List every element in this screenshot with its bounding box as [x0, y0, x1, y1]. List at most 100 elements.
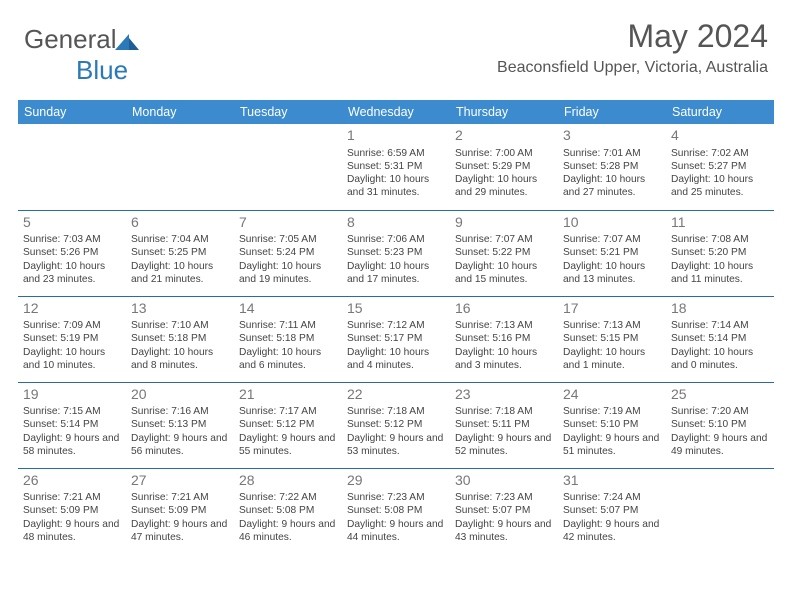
day-info: Sunrise: 7:15 AMSunset: 5:14 PMDaylight:…	[23, 405, 121, 457]
day-number: 20	[131, 386, 229, 404]
day-info: Sunrise: 7:23 AMSunset: 5:08 PMDaylight:…	[347, 491, 445, 543]
day-number: 12	[23, 300, 121, 318]
day-number: 6	[131, 214, 229, 232]
day-info: Sunrise: 7:18 AMSunset: 5:11 PMDaylight:…	[455, 405, 553, 457]
day-number: 1	[347, 127, 445, 145]
day-number: 23	[455, 386, 553, 404]
month-year: May 2024	[497, 18, 768, 55]
day-info: Sunrise: 7:14 AMSunset: 5:14 PMDaylight:…	[671, 319, 769, 371]
day-number: 13	[131, 300, 229, 318]
day-number: 29	[347, 472, 445, 490]
day-number: 31	[563, 472, 661, 490]
calendar-cell: 22Sunrise: 7:18 AMSunset: 5:12 PMDayligh…	[342, 382, 450, 468]
day-number: 4	[671, 127, 769, 145]
day-info: Sunrise: 7:12 AMSunset: 5:17 PMDaylight:…	[347, 319, 445, 371]
day-number: 3	[563, 127, 661, 145]
calendar-cell: 15Sunrise: 7:12 AMSunset: 5:17 PMDayligh…	[342, 296, 450, 382]
weekday-header: Saturday	[666, 100, 774, 124]
calendar-cell	[126, 124, 234, 210]
day-number: 27	[131, 472, 229, 490]
location: Beaconsfield Upper, Victoria, Australia	[497, 59, 768, 77]
calendar-cell: 28Sunrise: 7:22 AMSunset: 5:08 PMDayligh…	[234, 468, 342, 554]
calendar-cell: 24Sunrise: 7:19 AMSunset: 5:10 PMDayligh…	[558, 382, 666, 468]
calendar-row: 12Sunrise: 7:09 AMSunset: 5:19 PMDayligh…	[18, 296, 774, 382]
day-number: 19	[23, 386, 121, 404]
calendar-cell: 30Sunrise: 7:23 AMSunset: 5:07 PMDayligh…	[450, 468, 558, 554]
logo-blue: Blue	[76, 55, 128, 85]
calendar-cell	[18, 124, 126, 210]
calendar-cell: 18Sunrise: 7:14 AMSunset: 5:14 PMDayligh…	[666, 296, 774, 382]
calendar-cell: 9Sunrise: 7:07 AMSunset: 5:22 PMDaylight…	[450, 210, 558, 296]
calendar-cell: 23Sunrise: 7:18 AMSunset: 5:11 PMDayligh…	[450, 382, 558, 468]
weekday-header-row: Sunday Monday Tuesday Wednesday Thursday…	[18, 100, 774, 124]
weekday-header: Sunday	[18, 100, 126, 124]
logo: General Blue	[24, 24, 141, 86]
day-info: Sunrise: 7:21 AMSunset: 5:09 PMDaylight:…	[23, 491, 121, 543]
calendar-cell: 31Sunrise: 7:24 AMSunset: 5:07 PMDayligh…	[558, 468, 666, 554]
day-number: 28	[239, 472, 337, 490]
day-info: Sunrise: 7:00 AMSunset: 5:29 PMDaylight:…	[455, 147, 553, 199]
calendar-cell: 19Sunrise: 7:15 AMSunset: 5:14 PMDayligh…	[18, 382, 126, 468]
day-number: 15	[347, 300, 445, 318]
calendar-cell: 6Sunrise: 7:04 AMSunset: 5:25 PMDaylight…	[126, 210, 234, 296]
day-number: 24	[563, 386, 661, 404]
calendar-row: 1 Sunrise: 6:59 AMSunset: 5:31 PMDaylight…	[18, 124, 774, 210]
day-info: Sunrise: 7:21 AMSunset: 5:09 PMDaylight:…	[131, 491, 229, 543]
calendar-row: 19Sunrise: 7:15 AMSunset: 5:14 PMDayligh…	[18, 382, 774, 468]
calendar-cell	[234, 124, 342, 210]
day-info: Sunrise: 7:11 AMSunset: 5:18 PMDaylight:…	[239, 319, 337, 371]
day-info: Sunrise: 7:20 AMSunset: 5:10 PMDaylight:…	[671, 405, 769, 457]
calendar-cell: 2 Sunrise: 7:00 AMSunset: 5:29 PMDaylight…	[450, 124, 558, 210]
calendar-cell: 25Sunrise: 7:20 AMSunset: 5:10 PMDayligh…	[666, 382, 774, 468]
day-info: Sunrise: 7:01 AMSunset: 5:28 PMDaylight:…	[563, 147, 661, 199]
calendar-cell: 3 Sunrise: 7:01 AMSunset: 5:28 PMDaylight…	[558, 124, 666, 210]
day-number: 10	[563, 214, 661, 232]
calendar-row: 5Sunrise: 7:03 AMSunset: 5:26 PMDaylight…	[18, 210, 774, 296]
weekday-header: Thursday	[450, 100, 558, 124]
day-number: 14	[239, 300, 337, 318]
day-number: 16	[455, 300, 553, 318]
day-number: 21	[239, 386, 337, 404]
logo-general: General	[24, 24, 117, 54]
calendar-table: Sunday Monday Tuesday Wednesday Thursday…	[18, 100, 774, 554]
calendar-cell: 27Sunrise: 7:21 AMSunset: 5:09 PMDayligh…	[126, 468, 234, 554]
weekday-header: Friday	[558, 100, 666, 124]
day-info: Sunrise: 7:06 AMSunset: 5:23 PMDaylight:…	[347, 233, 445, 285]
day-info: Sunrise: 6:59 AMSunset: 5:31 PMDaylight:…	[347, 147, 445, 199]
calendar-cell: 29Sunrise: 7:23 AMSunset: 5:08 PMDayligh…	[342, 468, 450, 554]
day-number: 17	[563, 300, 661, 318]
day-info: Sunrise: 7:23 AMSunset: 5:07 PMDaylight:…	[455, 491, 553, 543]
calendar-cell: 4Sunrise: 7:02 AMSunset: 5:27 PMDaylight…	[666, 124, 774, 210]
day-number: 30	[455, 472, 553, 490]
day-info: Sunrise: 7:13 AMSunset: 5:16 PMDaylight:…	[455, 319, 553, 371]
weekday-header: Tuesday	[234, 100, 342, 124]
day-number: 8	[347, 214, 445, 232]
calendar-cell: 17Sunrise: 7:13 AMSunset: 5:15 PMDayligh…	[558, 296, 666, 382]
calendar-cell: 16Sunrise: 7:13 AMSunset: 5:16 PMDayligh…	[450, 296, 558, 382]
day-info: Sunrise: 7:04 AMSunset: 5:25 PMDaylight:…	[131, 233, 229, 285]
day-info: Sunrise: 7:08 AMSunset: 5:20 PMDaylight:…	[671, 233, 769, 285]
calendar-cell: 8Sunrise: 7:06 AMSunset: 5:23 PMDaylight…	[342, 210, 450, 296]
calendar-cell: 14Sunrise: 7:11 AMSunset: 5:18 PMDayligh…	[234, 296, 342, 382]
day-number: 2	[455, 127, 553, 145]
day-info: Sunrise: 7:24 AMSunset: 5:07 PMDaylight:…	[563, 491, 661, 543]
day-number: 25	[671, 386, 769, 404]
day-info: Sunrise: 7:07 AMSunset: 5:21 PMDaylight:…	[563, 233, 661, 285]
day-info: Sunrise: 7:03 AMSunset: 5:26 PMDaylight:…	[23, 233, 121, 285]
calendar-cell: 13Sunrise: 7:10 AMSunset: 5:18 PMDayligh…	[126, 296, 234, 382]
day-number: 11	[671, 214, 769, 232]
calendar-cell: 10Sunrise: 7:07 AMSunset: 5:21 PMDayligh…	[558, 210, 666, 296]
calendar-cell	[666, 468, 774, 554]
day-info: Sunrise: 7:22 AMSunset: 5:08 PMDaylight:…	[239, 491, 337, 543]
calendar-cell: 20Sunrise: 7:16 AMSunset: 5:13 PMDayligh…	[126, 382, 234, 468]
calendar-cell: 7Sunrise: 7:05 AMSunset: 5:24 PMDaylight…	[234, 210, 342, 296]
day-info: Sunrise: 7:18 AMSunset: 5:12 PMDaylight:…	[347, 405, 445, 457]
weekday-header: Monday	[126, 100, 234, 124]
day-info: Sunrise: 7:17 AMSunset: 5:12 PMDaylight:…	[239, 405, 337, 457]
calendar-cell: 21Sunrise: 7:17 AMSunset: 5:12 PMDayligh…	[234, 382, 342, 468]
day-number: 5	[23, 214, 121, 232]
title-block: May 2024 Beaconsfield Upper, Victoria, A…	[497, 18, 768, 77]
day-info: Sunrise: 7:13 AMSunset: 5:15 PMDaylight:…	[563, 319, 661, 371]
weekday-header: Wednesday	[342, 100, 450, 124]
day-number: 26	[23, 472, 121, 490]
